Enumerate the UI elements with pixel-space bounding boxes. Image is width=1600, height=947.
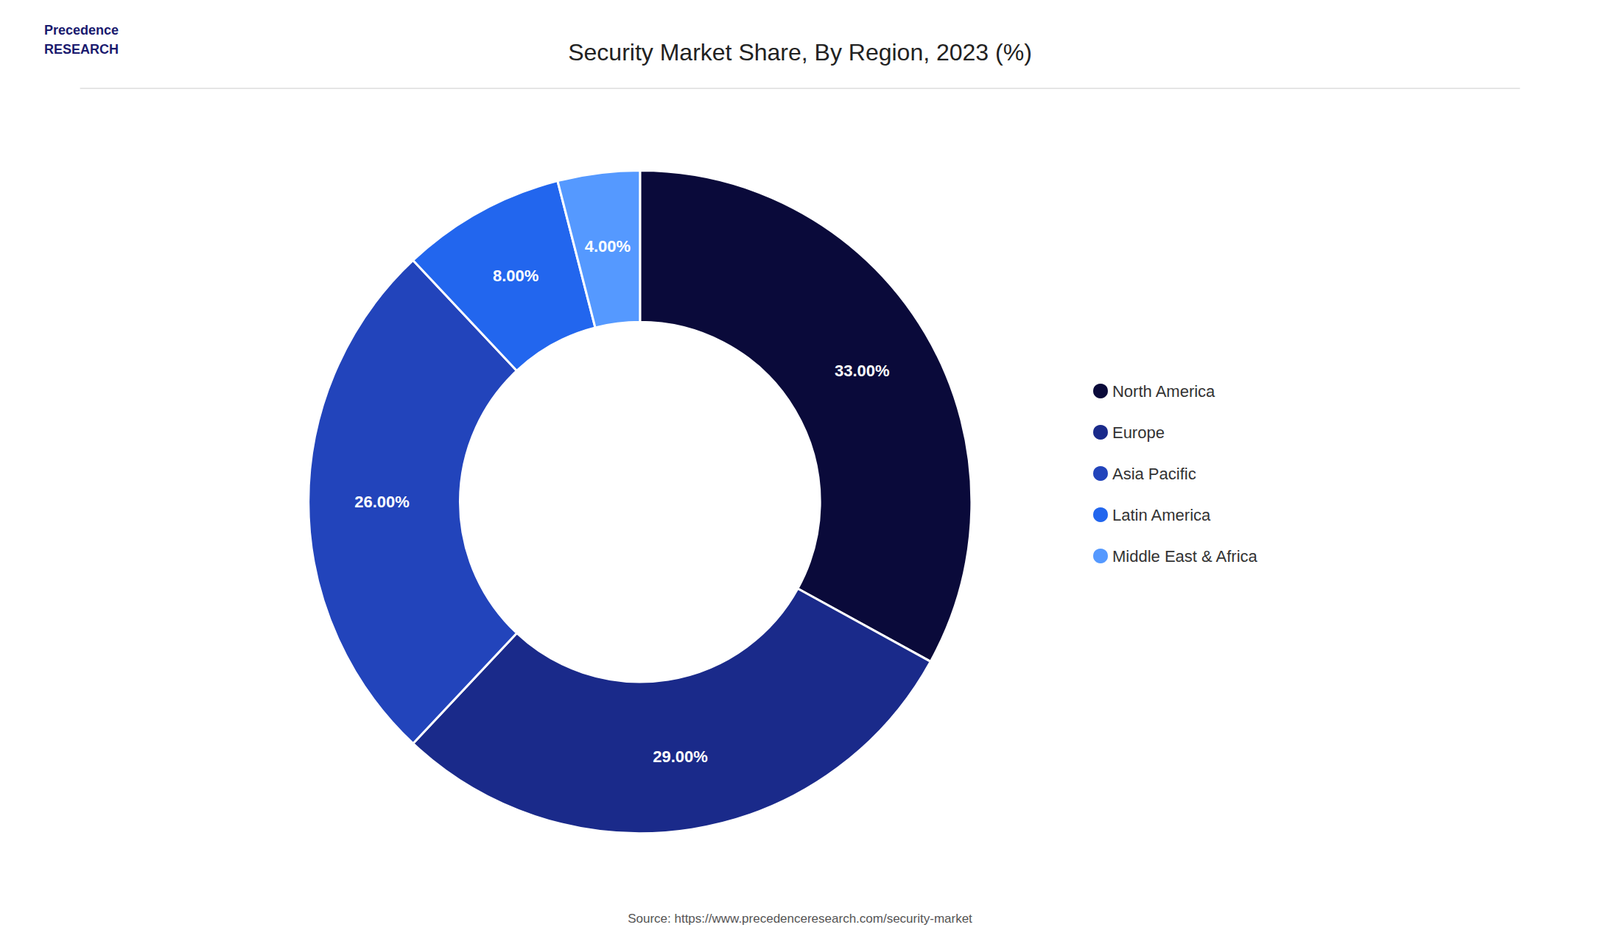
svg-text:Security Market Share, By Regi: Security Market Share, By Region, 2023 (… xyxy=(567,39,1033,66)
svg-text:4.00%: 4.00% xyxy=(584,237,631,256)
svg-text:Middle East & Africa: Middle East & Africa xyxy=(1112,547,1259,566)
svg-text:Asia Pacific: Asia Pacific xyxy=(1112,464,1197,484)
svg-text:Precedence: Precedence xyxy=(44,22,119,38)
svg-text:Europe: Europe xyxy=(1112,423,1165,442)
svg-text:Latin America: Latin America xyxy=(1112,506,1212,525)
svg-text:26.00%: 26.00% xyxy=(354,492,410,512)
svg-text:8.00%: 8.00% xyxy=(492,266,539,286)
svg-text:North America: North America xyxy=(1112,382,1216,401)
svg-text:RESEARCH: RESEARCH xyxy=(44,41,119,57)
svg-text:Source: https://www.precedence: Source: https://www.precedenceresearch.c… xyxy=(627,911,973,926)
svg-text:33.00%: 33.00% xyxy=(834,361,890,381)
svg-text:29.00%: 29.00% xyxy=(652,747,708,767)
